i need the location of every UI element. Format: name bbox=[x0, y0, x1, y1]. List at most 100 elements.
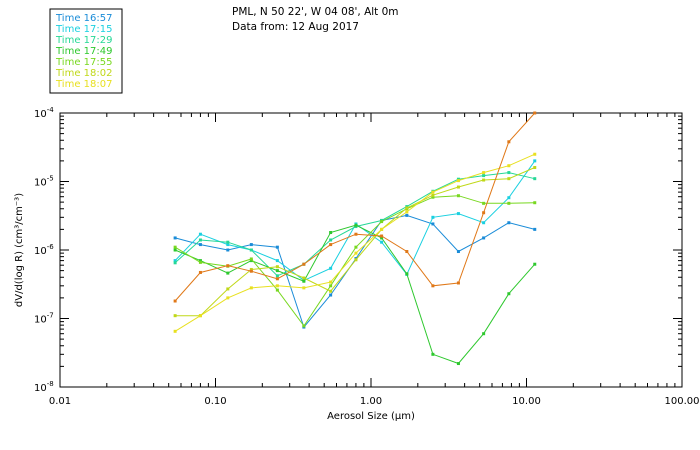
data-point bbox=[302, 324, 306, 328]
data-point bbox=[533, 152, 537, 156]
data-point bbox=[507, 221, 511, 225]
y-tick-label: 10-4 bbox=[34, 106, 54, 120]
x-tick-label: 0.01 bbox=[49, 396, 71, 407]
data-point bbox=[405, 250, 409, 254]
data-point bbox=[275, 245, 279, 249]
data-point bbox=[354, 245, 358, 249]
data-point bbox=[198, 270, 202, 274]
data-point bbox=[482, 178, 486, 182]
data-point bbox=[173, 299, 177, 303]
data-point bbox=[198, 243, 202, 247]
data-point bbox=[329, 243, 333, 247]
data-point bbox=[533, 177, 537, 181]
data-point bbox=[380, 236, 384, 240]
data-point bbox=[482, 236, 486, 240]
data-point bbox=[249, 267, 253, 271]
data-point bbox=[275, 274, 279, 278]
data-point bbox=[354, 258, 358, 262]
data-point bbox=[456, 179, 460, 183]
data-point bbox=[431, 215, 435, 219]
data-point bbox=[198, 259, 202, 263]
data-point bbox=[507, 140, 511, 144]
data-point bbox=[275, 259, 279, 263]
data-point bbox=[456, 250, 460, 254]
data-point bbox=[198, 260, 202, 264]
series-line-0 bbox=[174, 214, 535, 329]
data-point bbox=[302, 286, 306, 290]
data-point bbox=[380, 240, 384, 244]
data-point bbox=[431, 352, 435, 356]
data-point bbox=[482, 332, 486, 336]
legend-entry: Time 17:15 bbox=[55, 24, 112, 35]
data-point bbox=[249, 259, 253, 263]
data-point bbox=[226, 264, 230, 268]
y-tick-label: 10-6 bbox=[34, 243, 54, 257]
data-point bbox=[302, 262, 306, 266]
data-point bbox=[507, 164, 511, 168]
data-point bbox=[173, 314, 177, 318]
data-point bbox=[354, 223, 358, 227]
x-tick-label: 1.00 bbox=[360, 396, 382, 407]
data-point bbox=[533, 159, 537, 163]
y-tick-label: 10-7 bbox=[34, 312, 54, 326]
x-tick-label: 0.10 bbox=[204, 396, 226, 407]
data-point bbox=[198, 238, 202, 242]
data-point bbox=[249, 257, 253, 261]
data-point bbox=[226, 271, 230, 275]
data-point bbox=[226, 240, 230, 244]
axis-ticks: 0.01 0.10 1.00 10.00 100.00 10-8 10-7 10-6 10-5 1… bbox=[34, 106, 700, 407]
plot-frame bbox=[59, 112, 683, 388]
data-point bbox=[507, 177, 511, 181]
series-group bbox=[173, 111, 537, 366]
data-point bbox=[482, 221, 486, 225]
legend-box bbox=[49, 8, 123, 94]
legend-entry: Time 18:02 bbox=[55, 68, 112, 79]
y-axis-label: dV/d(log R) (cm³/cm⁻³) bbox=[14, 193, 25, 307]
data-point bbox=[275, 269, 279, 273]
data-point bbox=[431, 222, 435, 226]
x-tick-label: 100.00 bbox=[665, 396, 700, 407]
data-point bbox=[482, 174, 486, 178]
data-point bbox=[226, 248, 230, 252]
data-point bbox=[482, 171, 486, 175]
data-point bbox=[226, 296, 230, 300]
data-point bbox=[456, 362, 460, 366]
data-point bbox=[329, 231, 333, 235]
legend-entry: Time 16:57 bbox=[55, 13, 112, 24]
legend-entry: Time 17:29 bbox=[55, 35, 112, 46]
data-point bbox=[173, 259, 177, 263]
data-point bbox=[456, 185, 460, 189]
data-point bbox=[456, 212, 460, 216]
data-point bbox=[507, 292, 511, 296]
data-point bbox=[226, 287, 230, 291]
data-point bbox=[249, 269, 253, 273]
y-tick-label: 10-5 bbox=[34, 175, 54, 189]
data-point bbox=[302, 279, 306, 283]
y-tick-label: 10-8 bbox=[34, 380, 54, 394]
data-point bbox=[173, 261, 177, 265]
x-tick-label: 10.00 bbox=[512, 396, 541, 407]
data-point bbox=[405, 206, 409, 210]
data-point bbox=[533, 111, 537, 115]
data-point bbox=[456, 194, 460, 198]
data-point bbox=[329, 284, 333, 288]
data-point bbox=[173, 236, 177, 240]
data-point bbox=[533, 227, 537, 231]
data-point bbox=[329, 266, 333, 270]
data-point bbox=[507, 201, 511, 205]
data-point bbox=[405, 272, 409, 276]
data-point bbox=[275, 277, 279, 281]
data-point bbox=[482, 211, 486, 215]
data-point bbox=[302, 276, 306, 280]
x-axis-label: Aerosol Size (µm) bbox=[327, 411, 415, 422]
data-point bbox=[249, 243, 253, 247]
data-point bbox=[173, 245, 177, 249]
data-point bbox=[431, 193, 435, 197]
data-point bbox=[507, 171, 511, 175]
legend-entry: Time 18:07 bbox=[55, 79, 112, 90]
chart-title: PML, N 50 22', W 04 08', Alt 0m bbox=[232, 6, 399, 18]
data-point bbox=[431, 195, 435, 199]
data-point bbox=[198, 314, 202, 318]
